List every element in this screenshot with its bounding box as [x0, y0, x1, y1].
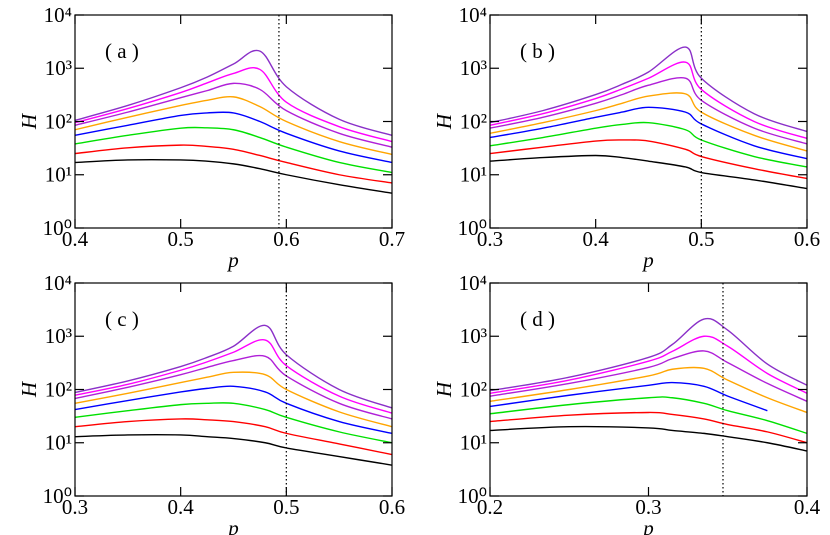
x-tick-label: 0.6: [273, 227, 299, 251]
curve: [74, 371, 393, 428]
y-tick-label: 10¹: [45, 163, 72, 187]
y-tick-label: 10³: [45, 56, 72, 80]
panel-label: ( a ): [105, 39, 139, 63]
curve: [489, 411, 808, 444]
x-tick-label: 0.3: [635, 495, 661, 519]
curve: [489, 46, 808, 133]
y-tick-label: 10³: [45, 324, 72, 348]
x-tick-label: 0.2: [477, 495, 503, 519]
y-axis-label: H: [17, 112, 41, 130]
x-axis-label: p: [226, 248, 239, 272]
x-tick-label: 0.5: [168, 227, 194, 251]
curve: [489, 350, 808, 402]
curve: [74, 385, 393, 435]
panel-label: ( c ): [105, 307, 139, 331]
curve: [489, 92, 808, 152]
x-tick-label: 0.5: [688, 227, 714, 251]
curve: [74, 158, 393, 194]
y-tick-label: 10⁴: [44, 271, 72, 295]
curve: [74, 402, 393, 444]
curve: [489, 381, 768, 412]
curve: [489, 154, 808, 190]
curve: [489, 61, 808, 140]
curve: [74, 126, 393, 174]
y-tick-label: 10⁰: [43, 216, 72, 240]
x-tick-label: 0.3: [62, 495, 88, 519]
x-axis-label: p: [226, 516, 239, 535]
curve: [489, 396, 808, 435]
curve: [74, 418, 393, 456]
y-tick-label: 10⁴: [44, 3, 72, 27]
y-tick-label: 10⁰: [43, 484, 72, 508]
curve: [74, 67, 393, 143]
curve: [489, 317, 808, 392]
curve: [74, 144, 393, 184]
x-tick-label: 0.7: [379, 227, 405, 251]
curve: [74, 354, 393, 420]
curve: [74, 111, 393, 164]
y-tick-label: 10³: [460, 56, 487, 80]
y-tick-label: 10²: [45, 377, 72, 401]
curve: [489, 121, 808, 168]
y-axis-label: H: [432, 380, 456, 398]
curve: [489, 425, 808, 452]
x-tick-label: 0.5: [273, 495, 299, 519]
curve: [489, 76, 808, 145]
curve: [489, 335, 808, 394]
curve: [74, 434, 393, 466]
y-tick-label: 10⁰: [458, 216, 487, 240]
curve: [74, 95, 393, 156]
y-axis-label: H: [17, 380, 41, 398]
curve: [74, 49, 393, 136]
y-tick-label: 10¹: [45, 431, 72, 455]
panel: 10⁰ 10¹ 10² 10³ 10⁴ 0.3 0.4 0.5 0.6 p H ( c ): [17, 271, 405, 535]
panel-label: ( d ): [520, 307, 555, 331]
curve: [489, 139, 808, 180]
panel: 10⁰ 10¹ 10² 10³ 10⁴ 0.4 0.5 0.6 0.7 p H ( a ): [17, 3, 405, 272]
x-tick-label: 0.4: [583, 227, 610, 251]
y-tick-label: 10²: [460, 377, 487, 401]
curve: [74, 324, 393, 409]
curve: [74, 339, 393, 414]
panel-label: ( b ): [520, 39, 555, 63]
x-axis-label: p: [641, 248, 654, 272]
x-tick-label: 0.6: [794, 227, 820, 251]
y-tick-label: 10²: [45, 109, 72, 133]
curve: [489, 366, 808, 414]
x-tick-label: 0.4: [794, 495, 821, 519]
y-tick-label: 10⁰: [458, 484, 487, 508]
x-tick-label: 0.4: [62, 227, 89, 251]
curve: [74, 82, 393, 148]
y-tick-label: 10¹: [460, 431, 487, 455]
y-axis-label: H: [432, 112, 456, 130]
x-axis-label: p: [641, 516, 654, 535]
x-tick-label: 0.6: [379, 495, 405, 519]
panel: 10⁰ 10¹ 10² 10³ 10⁴ 0.2 0.3 0.4 p H ( d ): [432, 271, 821, 535]
y-tick-label: 10³: [460, 324, 487, 348]
curve: [489, 106, 808, 160]
y-tick-label: 10⁴: [459, 3, 487, 27]
panel: 10⁰ 10¹ 10² 10³ 10⁴ 0.3 0.4 0.5 0.6 p H ( b ): [432, 3, 820, 272]
x-tick-label: 0.3: [477, 227, 503, 251]
x-tick-label: 0.4: [168, 495, 195, 519]
y-tick-label: 10¹: [460, 163, 487, 187]
y-tick-label: 10²: [460, 109, 487, 133]
y-tick-label: 10⁴: [459, 271, 487, 295]
